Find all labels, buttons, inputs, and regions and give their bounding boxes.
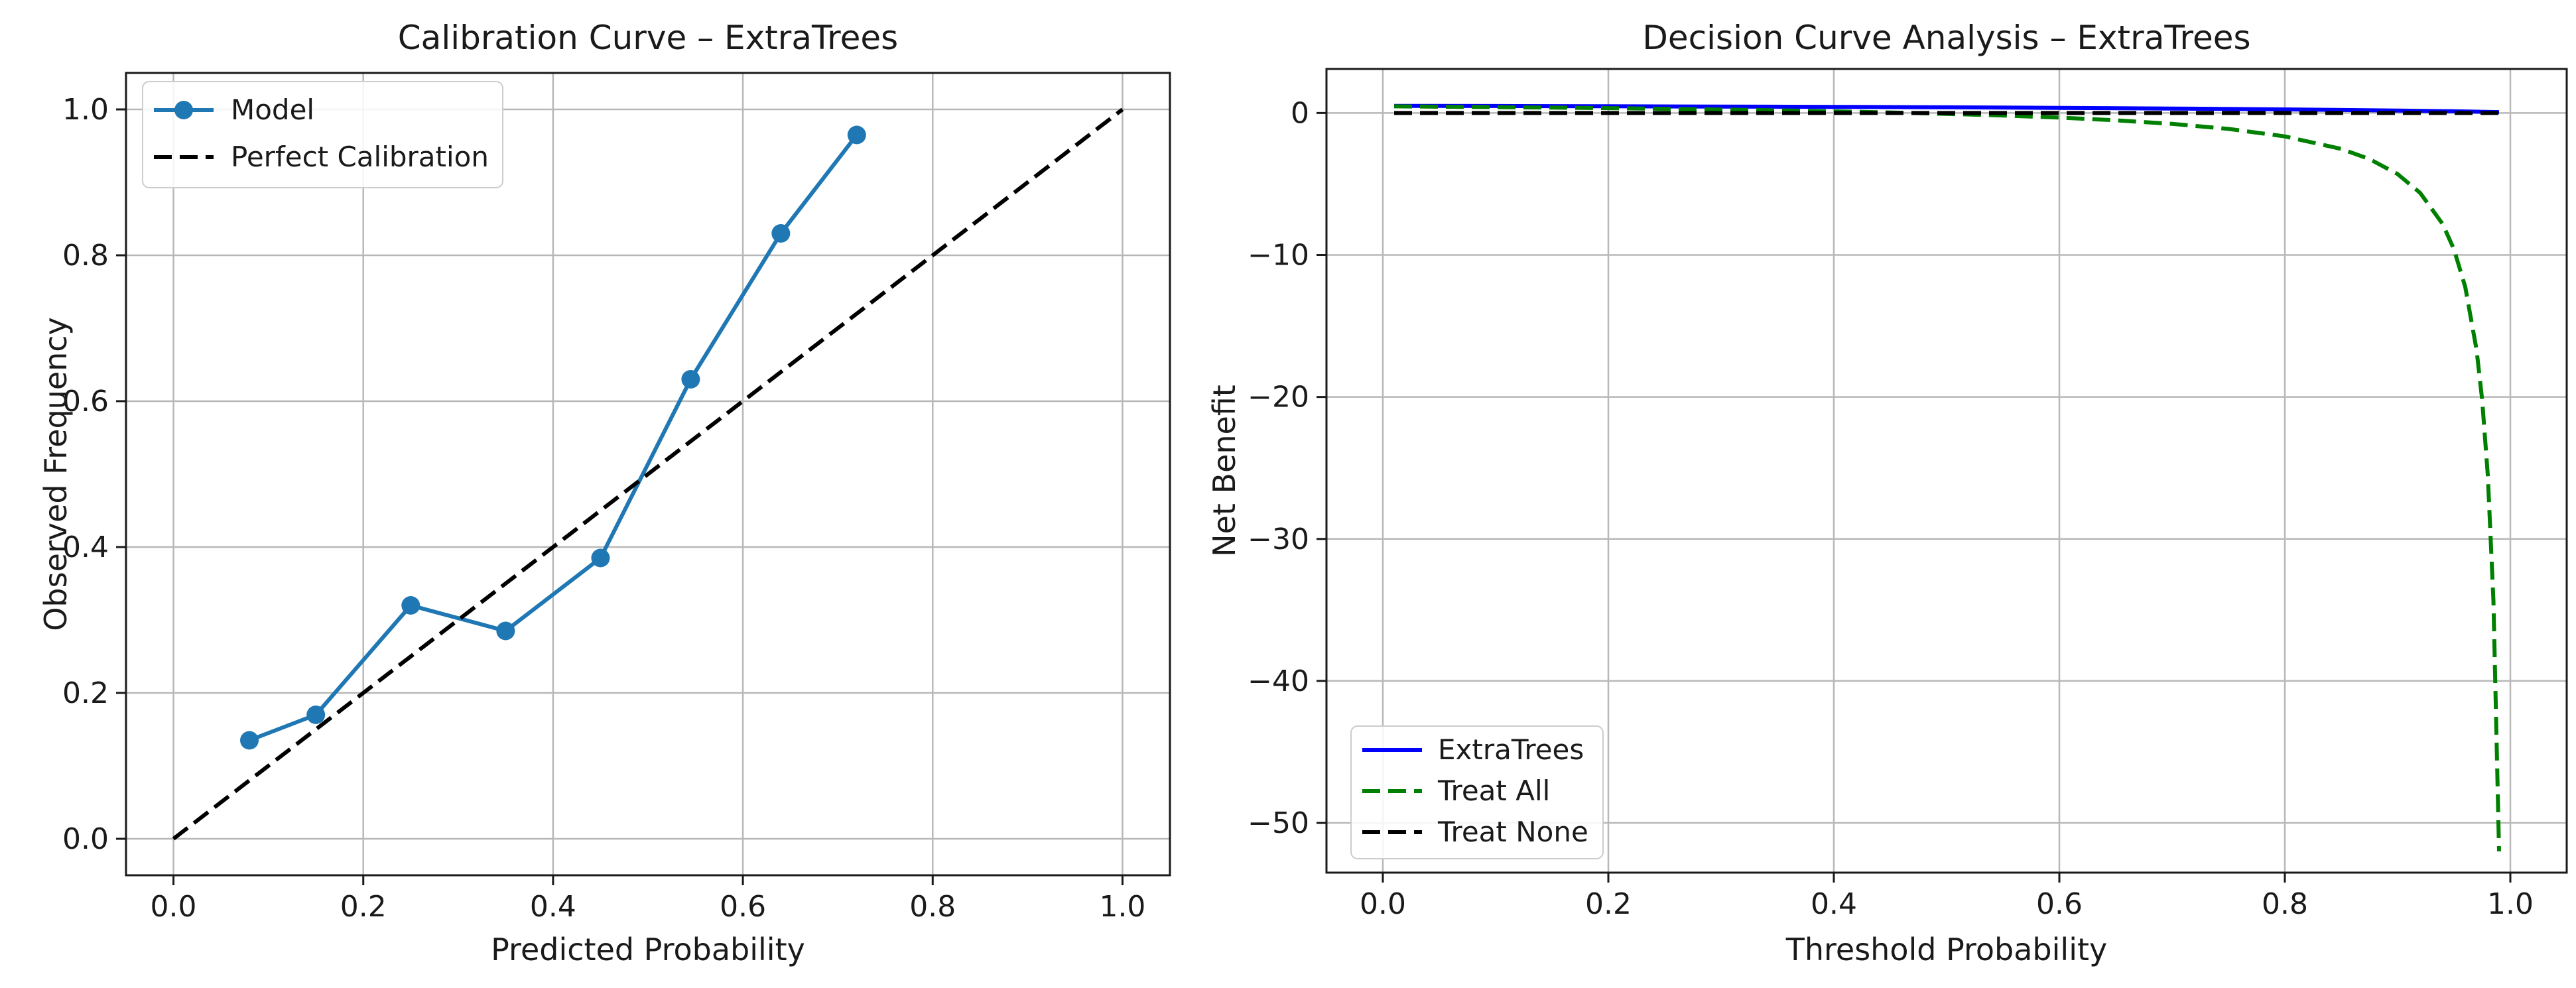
y-tick-label: 0.6 — [62, 385, 109, 418]
x-tick-label: 1.0 — [2487, 887, 2534, 921]
x-tick-label: 0.2 — [340, 890, 387, 924]
legend: Model Perfect Calibration — [142, 81, 503, 188]
x-tick-label: 0.0 — [1360, 887, 1406, 921]
legend-item-treat-all: Treat All — [1362, 774, 1550, 807]
y-tick-label: 0.0 — [62, 822, 109, 856]
legend-label: Treat None — [1437, 816, 1588, 848]
legend-box — [142, 81, 503, 188]
ticks: 0.0 0.2 0.4 0.6 0.8 1.0 0.0 0.2 0.4 0.6 0.8 1.0 — [62, 93, 1145, 924]
x-tick-label: 0.2 — [1585, 887, 1632, 921]
chart-0: 0.0 0.2 0.4 0.6 0.8 1.0 0.0 0.2 0.4 0.6 0.8 1.0 Pred… — [38, 19, 1171, 967]
ticks: 0.0 0.2 0.4 0.6 0.8 1.0 0 −10 −20 −30 −40 −50 — [1248, 96, 2534, 921]
data-point — [847, 125, 866, 145]
x-axis-label: Threshold Probability — [1785, 932, 2107, 967]
x-tick-label: 0.8 — [2262, 887, 2308, 921]
legend-box — [1350, 725, 1604, 859]
legend-label: ExtraTrees — [1438, 733, 1584, 766]
legend: ExtraTrees Treat All Treat None — [1350, 725, 1604, 859]
data-point — [401, 596, 420, 615]
data-point — [681, 370, 700, 389]
x-tick-label: 1.0 — [1099, 890, 1145, 924]
series-treat-all — [1393, 104, 2501, 851]
series-line — [1393, 104, 2501, 851]
series-model — [240, 125, 866, 750]
legend-item-model: Model — [154, 93, 314, 126]
y-tick-label: −50 — [1248, 806, 1309, 840]
data-point — [240, 731, 259, 750]
y-axis-label: Net Benefit — [1206, 385, 1242, 557]
y-tick-label: −40 — [1248, 664, 1309, 698]
x-tick-label: 0.8 — [909, 890, 956, 924]
legend-item-perfect-calibration: Perfect Calibration — [154, 141, 489, 173]
y-tick-label: 0.4 — [62, 530, 109, 564]
y-tick-label: −30 — [1248, 523, 1309, 556]
chart-1: 0.0 0.2 0.4 0.6 0.8 1.0 0 −10 −20 −30 −40 −50 Thresh… — [1206, 19, 2568, 967]
y-tick-label: −10 — [1248, 239, 1309, 273]
series-line — [172, 107, 1124, 841]
data-point — [306, 706, 326, 724]
y-tick-label: 1.0 — [62, 93, 109, 127]
x-axis-label: Predicted Probability — [491, 932, 805, 967]
y-tick-label: −20 — [1248, 381, 1309, 414]
legend-item-extratrees: ExtraTrees — [1362, 733, 1584, 766]
x-tick-label: 0.6 — [2036, 887, 2083, 921]
legend-item-treat-none: Treat None — [1362, 816, 1588, 848]
y-tick-label: 0.8 — [62, 239, 109, 273]
x-tick-label: 0.0 — [151, 890, 197, 924]
series-perfect-calibration — [172, 107, 1124, 841]
axes-frame — [1325, 68, 2568, 874]
chart-title: Decision Curve Analysis – ExtraTrees — [1642, 19, 2250, 57]
series-line — [248, 133, 859, 743]
y-tick-label: 0.2 — [62, 676, 109, 710]
y-tick-label: 0 — [1291, 96, 1309, 130]
x-tick-label: 0.4 — [530, 890, 576, 924]
legend-label: Perfect Calibration — [231, 141, 489, 173]
legend-label: Model — [231, 93, 314, 126]
legend-marker — [174, 101, 193, 119]
legend-label: Treat All — [1437, 774, 1550, 807]
data-point — [591, 548, 610, 568]
axes-frame — [125, 72, 1171, 877]
y-axis-label: Observed Frequency — [38, 317, 74, 631]
chart-title: Calibration Curve – ExtraTrees — [398, 19, 898, 57]
x-tick-label: 0.4 — [1811, 887, 1857, 921]
x-tick-label: 0.6 — [720, 890, 766, 924]
data-point — [496, 621, 515, 641]
data-point — [771, 224, 791, 243]
